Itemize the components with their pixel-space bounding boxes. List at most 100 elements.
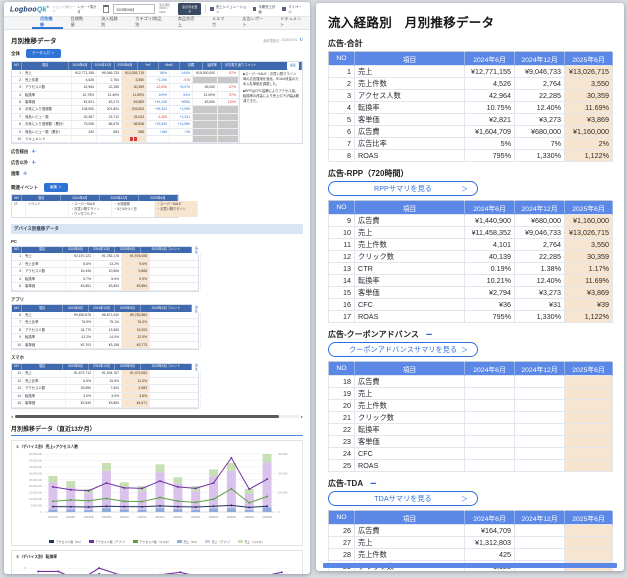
table-cell: アクセス人数 [23, 268, 66, 275]
apply-month-button[interactable]: 表示月を選ぶ [178, 3, 202, 15]
ad-section-2: 広告-RPP（720時間） RPPサマリを見る ＞ NO 項目 2024年6月 2024年1… [328, 168, 613, 323]
app-logo[interactable]: LogbooQk® [10, 4, 50, 14]
item-label: 広告比率 [354, 137, 465, 150]
nav-tab-5[interactable]: 商品別売上 [177, 16, 195, 27]
collapse-toggle-icon[interactable]: − [370, 477, 377, 490]
table-cell: 転換率 [23, 392, 66, 400]
table-cell: 3.0% [66, 392, 94, 400]
value-cell: ¥3,273 [514, 113, 565, 126]
value-cell [464, 375, 515, 388]
column-header: NO [12, 304, 22, 313]
value-cell: ¥1,160,000 [564, 125, 613, 138]
svg-text:5,000,000: 5,000,000 [30, 503, 42, 507]
value-cell [564, 423, 613, 436]
table-row: 10 客単価 ¥2,703 ¥3,158 ¥3,773 [12, 341, 201, 350]
data-input-button[interactable]: データ入力 ＞ [26, 49, 61, 58]
value-cell: 1 [328, 65, 355, 78]
item-label: 転換率 [354, 101, 465, 114]
table-cell: +95,303 [147, 106, 170, 113]
table-cell: 30,359 [122, 84, 147, 91]
table-cell: 144% [170, 69, 193, 76]
item-label: 広告費 [354, 375, 465, 388]
device-name: アプリ [11, 296, 25, 302]
legend-item: 売上（スマホ） [237, 539, 265, 544]
nav-tab-1[interactable]: 月別推移 [32, 16, 63, 29]
nav-tab-7[interactable]: 広告レポート [242, 16, 264, 27]
table-cell [122, 136, 147, 143]
table-cell: 5.9% [122, 275, 150, 283]
table-cell: 9.6% [122, 260, 150, 268]
table-cell: 売上比率 [23, 377, 66, 385]
edit-button[interactable]: 編集 [286, 61, 299, 70]
next-section-header-bar [323, 563, 617, 568]
edit-button[interactable]: 編集 [192, 304, 202, 314]
scroll-left-icon[interactable]: ◂ [11, 413, 14, 419]
report-month-input[interactable] [113, 4, 156, 14]
horizontal-scrollbar[interactable]: ◂ ▸ [11, 413, 303, 419]
table-cell: 75,008 [72, 121, 97, 128]
summary-link-button[interactable]: RPPサマリを見る ＞ [328, 181, 478, 196]
scrollbar-track[interactable] [15, 415, 299, 419]
legend-item: アクセス人数（アプリ） [88, 540, 127, 544]
scroll-right-icon[interactable]: ▸ [300, 413, 303, 419]
value-cell [514, 536, 565, 549]
table-cell: 7,603 [94, 385, 122, 392]
table-row: 1 売上 ¥12,771,155 ¥9,046,733 ¥13,026,715 [328, 65, 613, 78]
table-cell: 25,043 [122, 113, 147, 121]
value-cell: 27 [328, 536, 355, 549]
table-cell: 10 [12, 136, 23, 143]
nav-tab-8[interactable]: ドキュメント [280, 16, 302, 27]
nav-tab-4[interactable]: カテゴリ/商品別 [135, 16, 162, 27]
table-cell: 4,526 [72, 76, 97, 84]
nav-tab-2[interactable]: 目標数値 [70, 16, 84, 27]
plus-icon[interactable]: ＋ [31, 149, 37, 156]
column-header: 2024年6月 [63, 363, 89, 371]
topbar-link[interactable]: 今期売上計画 [252, 4, 278, 14]
table-cell: 15.6% [94, 377, 122, 385]
divider [205, 5, 207, 13]
scrollbar-thumb[interactable] [15, 415, 280, 419]
nav-tab-3[interactable]: 流入経路別 [101, 16, 118, 27]
section-label: 広告-クーポンアドバンス [328, 330, 419, 339]
table-cell: 14.0% [94, 334, 122, 341]
table-cell: +1,296 [147, 76, 170, 84]
refresh-icon[interactable]: ↻ [299, 37, 303, 42]
ad-section-1: 広告-合計 NO 項目 2024年6月 2024年12月 2025年6月 1 売上 ¥12,77… [328, 38, 613, 162]
comment-line: ■RPPはCPC高騰によりアクセス減。転換率の改善により売上の下げ幅は軽減できた… [243, 88, 299, 104]
value-cell: ¥1,160,000 [564, 214, 613, 227]
table-cell: 110% [218, 99, 239, 106]
legend-label: 売上（スマホ） [244, 539, 265, 544]
table-cell: 5 [12, 283, 23, 290]
table-row: 5 客単価 ¥2,821 ¥3,273 ¥3,869 [328, 113, 613, 126]
table-cell: アクセス人数 [23, 326, 66, 334]
svg-text:15,000,000: 15,000,000 [29, 490, 43, 494]
plus-icon[interactable]: ＋ [22, 171, 28, 178]
topbar-link[interactable]: 売上シミュレーション [210, 4, 248, 14]
collapse-toggle-icon[interactable]: − [425, 328, 433, 341]
edit-button[interactable]: 編集 [192, 245, 202, 255]
expander-row-3: 施策＋ [11, 170, 303, 178]
summary-link-button[interactable]: クーポンアドバンスサマリを見る＞ [328, 342, 478, 357]
table-cell: 9 [12, 128, 23, 136]
value-cell: ¥1,440,900 [464, 214, 515, 227]
value-cell: ¥31 [514, 298, 565, 311]
link-label: マイページ [288, 5, 302, 14]
main-table: NO 項目 2024年6月 2024年12月 2025年6月* YoY MoM 目標 達成率 月次… [11, 61, 303, 145]
logo-subtitle: ショップ分析ツール [53, 5, 76, 13]
column-header: 2025年6月 [115, 304, 141, 313]
table-cell: 売上 [23, 253, 66, 260]
edit-button[interactable]: 編集 [192, 362, 202, 372]
value-cell: 22,285 [514, 250, 565, 263]
summary-link-button[interactable]: TDAサマリを見る ＞ [328, 491, 478, 506]
event-edit-button[interactable]: 編集 ＞ [44, 183, 68, 193]
plus-icon[interactable]: ＋ [31, 160, 37, 167]
table-cell: 売上 [23, 370, 66, 377]
value-cell [564, 435, 613, 448]
nav-tab-6[interactable]: メルマガ [211, 16, 225, 27]
table-cell [193, 128, 218, 136]
table-row: 19 売上 [328, 387, 613, 400]
table-cell: 201,804 [97, 106, 122, 113]
column-header: 2025年6月* [115, 62, 138, 70]
table-cell: 203,803 [122, 106, 147, 113]
topbar-link[interactable]: マイページ [282, 4, 304, 14]
